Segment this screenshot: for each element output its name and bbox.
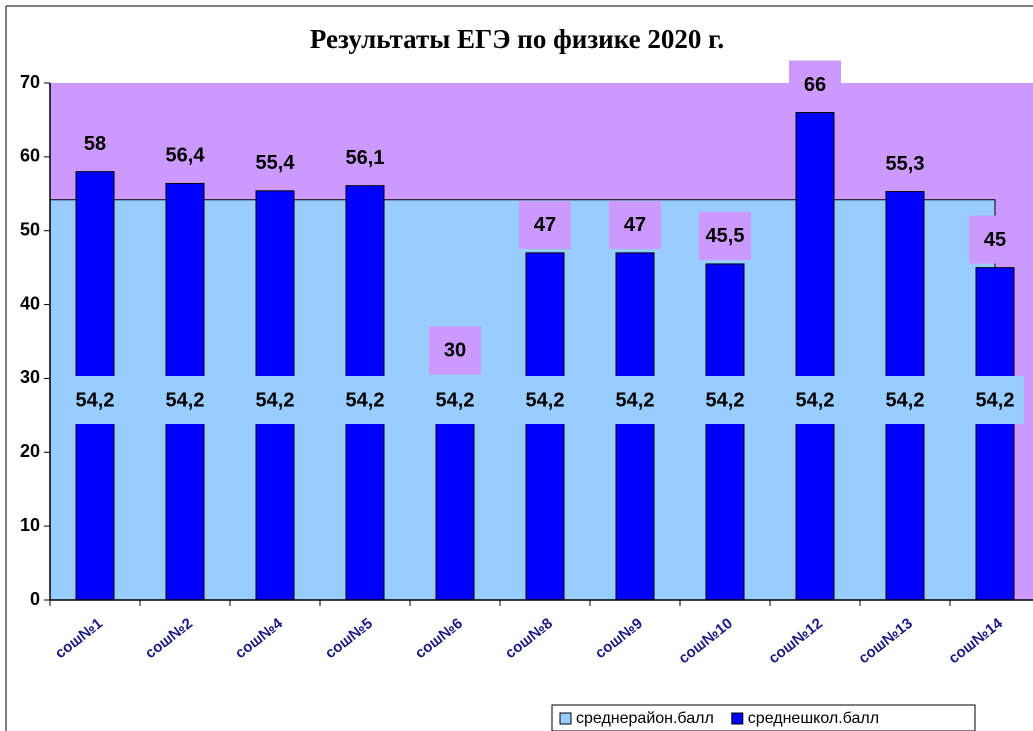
data-label: 54,2	[616, 389, 655, 411]
data-label: 55,4	[256, 152, 296, 174]
data-label: 56,1	[346, 147, 385, 169]
data-label: 30	[444, 340, 466, 362]
data-label: 56,4	[166, 145, 206, 167]
data-label-background	[966, 376, 1024, 424]
data-label-background	[876, 376, 934, 424]
y-tick-label: 30	[20, 367, 40, 387]
data-label-background	[429, 326, 481, 375]
y-tick-label: 40	[20, 293, 40, 313]
data-label-background	[789, 60, 841, 109]
y-tick-label: 70	[20, 72, 40, 92]
legend	[551, 704, 976, 731]
data-label-background	[336, 376, 394, 424]
y-tick-label: 0	[30, 589, 40, 609]
data-label: 54,2	[526, 389, 565, 411]
y-tick-label: 10	[20, 515, 40, 535]
data-label-background	[249, 138, 301, 187]
data-label: 54,2	[976, 389, 1015, 411]
bar	[615, 252, 655, 601]
data-label: 54,2	[886, 389, 925, 411]
data-label: 58	[84, 133, 106, 155]
data-label: 47	[534, 214, 556, 236]
data-label: 54,2	[256, 389, 295, 411]
data-label-background	[339, 133, 391, 182]
legend-swatch	[731, 712, 744, 725]
data-label: 54,2	[436, 389, 475, 411]
data-label-background	[969, 215, 1021, 264]
legend-label: среднерайон.балл	[576, 710, 714, 727]
data-label-background	[69, 119, 121, 168]
data-label: 45	[984, 229, 1006, 251]
y-tick-label: 20	[20, 441, 40, 461]
bar	[705, 263, 745, 601]
data-label: 54,2	[346, 389, 385, 411]
legend-label: среднешкол.балл	[748, 710, 879, 727]
data-label: 66	[804, 74, 826, 96]
bar	[795, 112, 835, 601]
y-tick-label: 50	[20, 219, 40, 239]
data-label: 54,2	[76, 389, 115, 411]
data-label-background	[246, 376, 304, 424]
data-label-background	[159, 131, 211, 180]
data-label: 54,2	[706, 389, 745, 411]
data-label-background	[426, 376, 484, 424]
legend-swatch	[559, 712, 572, 725]
data-label: 47	[624, 214, 646, 236]
data-label-background	[519, 200, 571, 249]
bar	[525, 252, 565, 601]
y-tick-label: 60	[20, 146, 40, 166]
data-label: 54,2	[796, 389, 835, 411]
data-label-background	[66, 376, 124, 424]
data-label-background	[699, 211, 751, 260]
chart-title: Результаты ЕГЭ по физике 2020 г.	[310, 24, 724, 54]
data-label-background	[606, 376, 664, 424]
data-label-background	[696, 376, 754, 424]
data-label-background	[156, 376, 214, 424]
data-label-background	[609, 200, 661, 249]
data-label-background	[516, 376, 574, 424]
data-label: 45,5	[706, 225, 745, 247]
data-label-background	[786, 376, 844, 424]
data-label: 54,2	[166, 389, 205, 411]
data-label: 55,3	[886, 153, 925, 175]
data-label-background	[879, 139, 931, 188]
bar	[975, 267, 1015, 601]
